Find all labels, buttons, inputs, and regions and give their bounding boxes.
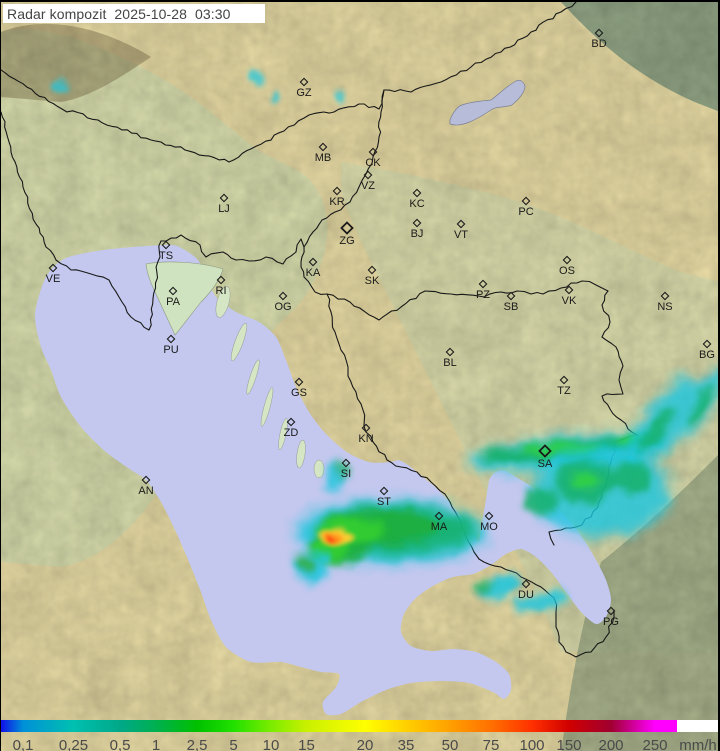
svg-text:NS: NS [657, 301, 672, 313]
svg-text:TS: TS [159, 250, 173, 262]
svg-text:BD: BD [591, 38, 606, 50]
svg-text:100: 100 [519, 737, 544, 751]
svg-text:VK: VK [562, 295, 577, 307]
svg-text:5: 5 [229, 737, 237, 751]
svg-text:PC: PC [518, 206, 533, 218]
svg-text:PG: PG [603, 616, 619, 628]
svg-text:PU: PU [163, 344, 178, 356]
svg-text:SI: SI [341, 468, 351, 480]
svg-text:AN: AN [138, 485, 153, 497]
svg-text:ZD: ZD [284, 427, 299, 439]
svg-text:SB: SB [504, 301, 519, 313]
svg-text:GS: GS [291, 387, 307, 399]
svg-text:DU: DU [518, 589, 534, 601]
svg-text:KA: KA [306, 267, 321, 279]
svg-text:MA: MA [431, 521, 448, 533]
svg-text:75: 75 [483, 737, 500, 751]
svg-text:SA: SA [538, 458, 553, 470]
svg-text:ST: ST [377, 496, 391, 508]
svg-text:mm/h: mm/h [679, 737, 717, 751]
svg-text:LJ: LJ [218, 203, 230, 215]
svg-text:BJ: BJ [411, 228, 424, 240]
svg-text:CK: CK [365, 157, 381, 169]
svg-text:BG: BG [699, 349, 715, 361]
svg-text:1: 1 [152, 737, 160, 751]
svg-text:250: 250 [642, 737, 667, 751]
svg-text:BL: BL [443, 357, 456, 369]
svg-text:15: 15 [298, 737, 315, 751]
svg-text:KC: KC [409, 198, 424, 210]
svg-text:KN: KN [358, 433, 373, 445]
svg-text:MO: MO [480, 521, 498, 533]
svg-text:0,1: 0,1 [13, 737, 34, 751]
svg-text:RI: RI [216, 285, 227, 297]
svg-text:VZ: VZ [361, 180, 375, 192]
svg-text:PA: PA [166, 296, 181, 308]
svg-text:KR: KR [329, 196, 344, 208]
svg-text:10: 10 [263, 737, 280, 751]
svg-text:TZ: TZ [557, 385, 571, 397]
svg-text:20: 20 [357, 737, 374, 751]
svg-text:PZ: PZ [476, 289, 490, 301]
svg-text:35: 35 [398, 737, 415, 751]
svg-text:GZ: GZ [296, 87, 312, 99]
svg-text:VE: VE [46, 273, 61, 285]
svg-text:0,5: 0,5 [110, 737, 131, 751]
svg-text:50: 50 [442, 737, 459, 751]
svg-text:150: 150 [556, 737, 581, 751]
svg-text:0,25: 0,25 [59, 737, 88, 751]
svg-text:OS: OS [559, 265, 575, 277]
svg-text:ZG: ZG [339, 235, 354, 247]
svg-text:2,5: 2,5 [187, 737, 208, 751]
svg-text:MB: MB [315, 152, 332, 164]
svg-text:VT: VT [454, 229, 468, 241]
svg-text:200: 200 [598, 737, 623, 751]
svg-text:OG: OG [274, 301, 291, 313]
svg-text:SK: SK [365, 275, 380, 287]
